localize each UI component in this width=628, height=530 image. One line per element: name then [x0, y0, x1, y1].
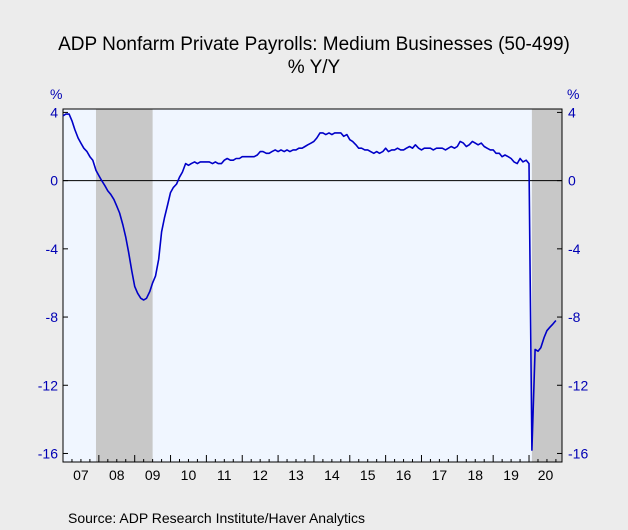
- x-tick-label: 11: [217, 467, 232, 483]
- y-tick-label-left: -16: [38, 445, 58, 461]
- recession-band-1: [95, 109, 153, 462]
- x-tick-label: 19: [503, 467, 519, 483]
- chart-title: ADP Nonfarm Private Payrolls: Medium Bus…: [58, 34, 570, 55]
- y-unit-right: %: [567, 86, 579, 102]
- x-tick-label: 14: [324, 467, 340, 483]
- x-tick-label: 20: [538, 467, 554, 483]
- y-tick-label-left: -12: [38, 377, 58, 393]
- y-tick-label-right: 4: [568, 104, 576, 120]
- x-tick-label: 07: [73, 467, 89, 483]
- x-tick-label: 16: [396, 467, 412, 483]
- x-tick-label: 12: [252, 467, 268, 483]
- y-tick-label-left: -8: [46, 309, 59, 325]
- x-tick-label: 15: [360, 467, 376, 483]
- x-tick-label: 13: [288, 467, 304, 483]
- source-note: Source: ADP Research Institute/Haver Ana…: [68, 510, 365, 526]
- y-tick-label-left: -4: [46, 241, 59, 257]
- x-tick-label: 17: [432, 467, 448, 483]
- y-tick-label-right: 0: [568, 173, 576, 189]
- plot-area: 4 4 0 0 -4 -4 -8 -8 -12 -12 -16 -16 07 08 09 10 11 12 13 14…: [38, 104, 589, 483]
- plot-frame: [62, 108, 563, 463]
- recession-band-2: [531, 109, 562, 462]
- chart-subtitle: % Y/Y: [288, 57, 341, 78]
- x-tick-label: 10: [181, 467, 197, 483]
- x-tick-label: 18: [467, 467, 483, 483]
- y-unit-left: %: [50, 86, 62, 102]
- y-tick-label-right: -12: [568, 377, 588, 393]
- y-tick-label-right: -16: [568, 445, 588, 461]
- y-tick-label-left: 4: [50, 104, 58, 120]
- series-line-1: [62, 113, 557, 451]
- x-tick-label: 08: [109, 467, 125, 483]
- y-tick-label-left: 0: [50, 173, 58, 189]
- y-tick-label-right: -4: [568, 241, 581, 257]
- y-tick-label-right: -8: [568, 309, 581, 325]
- x-tick-label: 09: [145, 467, 161, 483]
